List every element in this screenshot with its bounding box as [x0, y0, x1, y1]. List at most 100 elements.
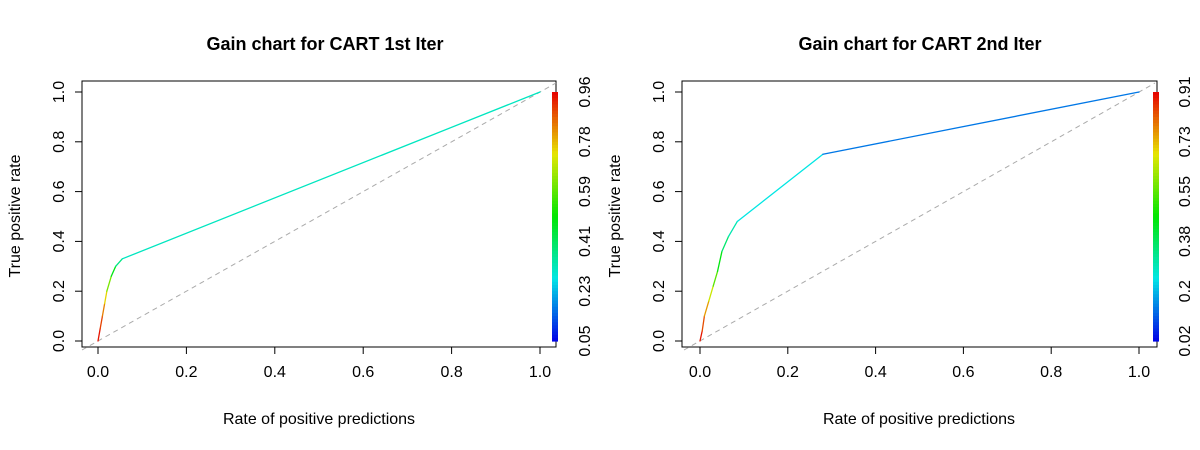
x-tick-label: 0.0: [87, 364, 109, 381]
colorbar-cell: [1153, 288, 1159, 292]
colorbar-cell: [1153, 232, 1159, 236]
colorbar-cell: [552, 219, 558, 224]
colorbar-cell: [1153, 225, 1159, 230]
colorbar-cell: [552, 232, 558, 236]
curve-segment-1: [701, 315, 706, 332]
colorbar-cell: [552, 116, 558, 121]
colorbar-tick-label: 0.55: [1177, 176, 1194, 207]
colorbar-cell: [552, 238, 558, 242]
colorbar-cell: [1153, 110, 1159, 115]
y-tick-label: 0.2: [51, 280, 68, 302]
x-axis-label: Rate of positive predictions: [223, 411, 415, 428]
colorbar-cell: [1153, 188, 1159, 193]
chart-1: Gain chart for CART 1st Iter 0.0 0.2 0.4 0.6…: [7, 34, 594, 428]
colorbar-cell: [1153, 281, 1159, 286]
colorbar-tick-label: 0.41: [577, 226, 594, 257]
colorbar-cell: [1153, 120, 1159, 124]
colorbar-cell: [1153, 116, 1159, 121]
chart-2: Gain chart for CART 2nd Iter 0.0 0.2 0.4 0.6…: [607, 34, 1194, 428]
colorbar-cell: [552, 210, 558, 214]
colorbar-cell: [552, 244, 558, 249]
colorbar-cell: [1153, 185, 1159, 190]
colorbar-cell: [1153, 278, 1159, 283]
colorbar-cell: [552, 272, 558, 277]
plot-frame: [681, 80, 1158, 348]
colorbar-cell: [1153, 204, 1159, 208]
reference-diagonal: [81, 82, 557, 351]
colorbar-cell: [1153, 172, 1159, 177]
colorbar-cell: [552, 157, 558, 162]
colorbar-cell: [1153, 272, 1159, 277]
colorbar-cell: [1153, 107, 1159, 112]
colorbar-cell: [1153, 104, 1159, 109]
y-tick-label: 0.2: [651, 280, 668, 302]
colorbar-cell: [552, 154, 558, 158]
colorbar-cell: [552, 182, 558, 186]
colorbar-tick-label: 0.96: [577, 76, 594, 107]
colorbar-tick-label: 0.78: [577, 126, 594, 157]
colorbar-cell: [552, 188, 558, 193]
y-tick-label: 0.8: [651, 131, 668, 153]
colorbar-cell: [1153, 337, 1159, 342]
colorbar-cell: [1153, 135, 1159, 140]
colorbar-cell: [552, 172, 558, 177]
colorbar-cell: [552, 101, 558, 106]
colorbar-cell: [1153, 144, 1159, 149]
x-tick-label: 1.0: [1128, 364, 1150, 381]
colorbar-cell: [552, 95, 558, 99]
colorbar-cell: [552, 185, 558, 190]
colorbar-tick-label: 0.73: [1177, 126, 1194, 157]
colorbar-cell: [1153, 160, 1159, 165]
colorbar-cell: [552, 166, 558, 171]
curve-segment-0: [699, 330, 703, 342]
colorbar-cell: [552, 138, 558, 143]
colorbar-cell: [1153, 163, 1159, 168]
x-tick-label: 0.6: [952, 364, 974, 381]
colorbar-cell: [552, 266, 558, 271]
colorbar-cell: [1153, 260, 1159, 264]
colorbar-cell: [1153, 213, 1159, 218]
colorbar-cell: [1153, 291, 1159, 295]
colorbar-cell: [1153, 132, 1159, 137]
colorbar-cell: [1153, 294, 1159, 299]
x-axis-label: Rate of positive predictions: [823, 411, 1015, 428]
colorbar-cell: [552, 297, 558, 302]
y-tick-label: 0.4: [51, 230, 68, 252]
colorbar-cell: [552, 104, 558, 109]
colorbar-tick-label: 0.59: [577, 176, 594, 207]
colorbar-cell: [1153, 275, 1159, 280]
colorbar-cell: [1153, 325, 1159, 330]
y-tick-label: 1.0: [651, 81, 668, 103]
colorbar-cell: [1153, 169, 1159, 174]
x-tick-label: 0.8: [1040, 364, 1062, 381]
colorbar-cell: [1153, 179, 1159, 183]
colorbar-cell: [552, 120, 558, 124]
colorbar-cell: [1153, 309, 1159, 314]
colorbar-cell: [1153, 166, 1159, 171]
colorbar-cell: [1153, 269, 1159, 274]
colorbar-cell: [1153, 148, 1159, 152]
colorbar-cell: [1153, 284, 1159, 289]
colorbar-cell: [1153, 191, 1159, 196]
colorbar-cell: [1153, 123, 1159, 127]
x-tick-label: 0.8: [440, 364, 462, 381]
colorbar-cell: [552, 191, 558, 196]
colorbar-cell: [1153, 244, 1159, 249]
colorbar-cell: [552, 228, 558, 233]
y-axis-label: True positive rate: [607, 154, 624, 277]
colorbar-cell: [552, 306, 558, 311]
colorbar-cell: [1153, 151, 1159, 155]
colorbar-cell: [1153, 194, 1159, 199]
colorbar-cell: [552, 281, 558, 286]
x-tick-label: 0.0: [689, 364, 711, 381]
x-tick-label: 0.6: [352, 364, 374, 381]
colorbar-cell: [552, 213, 558, 218]
colorbar-cell: [552, 225, 558, 230]
colorbar-cell: [1153, 138, 1159, 143]
colorbar-cell: [552, 253, 558, 258]
colorbar-cell: [1153, 207, 1159, 211]
plot-frame: [81, 80, 557, 348]
colorbar-cell: [1153, 306, 1159, 311]
colorbar-cell: [552, 163, 558, 168]
curve-segment-4: [106, 275, 112, 292]
